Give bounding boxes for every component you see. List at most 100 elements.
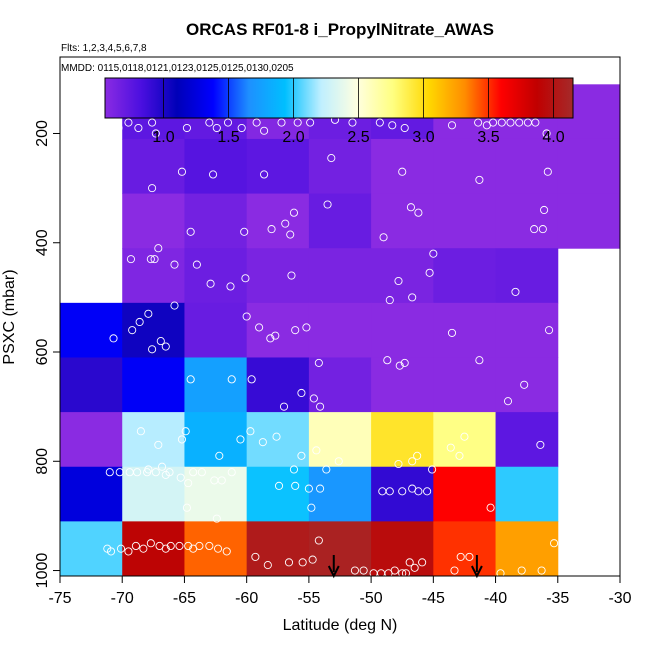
sample-point (151, 468, 160, 477)
sample-point (304, 484, 313, 493)
x-tick-label: -40 (484, 590, 507, 607)
sample-point (385, 296, 394, 305)
heatmap-cell (308, 248, 372, 304)
sample-point (520, 380, 529, 389)
sample-point (146, 539, 155, 548)
heatmap-cell (308, 138, 372, 195)
sample-point (542, 129, 551, 138)
x-tick-label: -55 (297, 590, 320, 607)
sample-point (517, 566, 526, 575)
sample-point (385, 487, 394, 496)
sample-point (272, 432, 281, 441)
heatmap-cell (495, 521, 559, 577)
sample-point (126, 255, 135, 264)
sample-point (348, 118, 357, 127)
sample-point (308, 555, 317, 564)
sample-point (106, 547, 116, 556)
sample-point (496, 569, 505, 578)
x-tick-label: -50 (360, 590, 383, 607)
sample-point (192, 260, 201, 269)
heatmap-cell (433, 357, 497, 413)
sample-point (390, 566, 399, 575)
sample-point (455, 451, 464, 460)
sample-point (447, 121, 457, 130)
heatmap-cell (122, 138, 185, 195)
heatmap-cell (308, 466, 372, 522)
sample-point (184, 541, 193, 551)
sample-point (148, 184, 157, 193)
heatmap-cell (371, 248, 434, 304)
sample-point (423, 487, 432, 496)
x-tick-label: -45 (422, 590, 445, 607)
sample-point (165, 468, 174, 477)
sample-point (537, 566, 546, 575)
colorbar-tick-label: 3.5 (477, 129, 499, 146)
sample-point (263, 561, 272, 570)
sample-point (227, 468, 236, 477)
sample-point (114, 123, 123, 133)
sample-point (267, 225, 276, 234)
sample-point (350, 566, 359, 575)
sample-point (394, 276, 403, 286)
heatmap-cell (371, 193, 434, 249)
sample-point (511, 287, 520, 296)
sample-point (260, 126, 269, 135)
sample-point (413, 451, 422, 460)
sample-point (105, 468, 114, 477)
sample-point (227, 375, 236, 384)
sample-point (398, 167, 407, 176)
sample-point (161, 544, 170, 553)
sample-point (379, 233, 388, 242)
dates-subtitle: MMDD: 0115,0118,0121,0123,0125,0125,0130… (61, 63, 294, 74)
sample-point (281, 219, 290, 228)
heatmap-cells (60, 84, 621, 577)
sample-point (316, 402, 325, 411)
heatmap-cell (308, 521, 372, 577)
sample-point (222, 547, 231, 556)
heatmap-cell (184, 412, 248, 468)
heatmap-cell (495, 138, 559, 195)
sample-point (241, 274, 250, 283)
sample-point (456, 552, 465, 561)
heatmap-cell (433, 248, 497, 304)
sample-point (131, 541, 140, 551)
heatmap-cell (122, 302, 185, 358)
sample-point (323, 200, 332, 209)
x-axis: -75 -70 -65 -60 -55 -50 -45 -40 -35 -30 (48, 576, 632, 607)
sample-point (197, 468, 206, 477)
sample-point (240, 227, 249, 236)
sample-point (307, 503, 316, 512)
sample-point (405, 558, 414, 567)
sample-point (212, 123, 221, 133)
sample-point (226, 282, 235, 291)
sample-point (186, 227, 195, 236)
sample-point (497, 118, 506, 127)
sample-point (246, 427, 255, 436)
sample-point (260, 170, 269, 179)
colorbar-tick-label: 2.5 (347, 129, 369, 146)
sample-point (460, 432, 469, 441)
colorbar-tick-label: 1.5 (217, 129, 239, 146)
sample-point (395, 361, 404, 370)
sample-point (401, 569, 411, 578)
sample-point (205, 541, 214, 551)
heatmap-cell (433, 193, 497, 249)
sample-point (289, 208, 299, 217)
heatmap-cell (184, 357, 248, 413)
sample-point (429, 249, 438, 258)
plot-frame (59, 56, 621, 577)
heatmap-cell (246, 248, 310, 304)
sample-point (212, 514, 221, 523)
sample-point (184, 479, 193, 488)
sample-point (236, 435, 245, 444)
x-tick-label: -30 (608, 590, 631, 607)
sample-point (394, 459, 403, 469)
sample-point (274, 481, 284, 490)
sample-point (166, 541, 175, 551)
sample-point (400, 123, 409, 133)
heatmap-cell (246, 521, 310, 577)
sample-point (530, 225, 539, 234)
sample-point (135, 317, 144, 327)
x-tick-label: -70 (111, 590, 134, 607)
x-axis-label: Latitude (deg N) (283, 617, 398, 634)
